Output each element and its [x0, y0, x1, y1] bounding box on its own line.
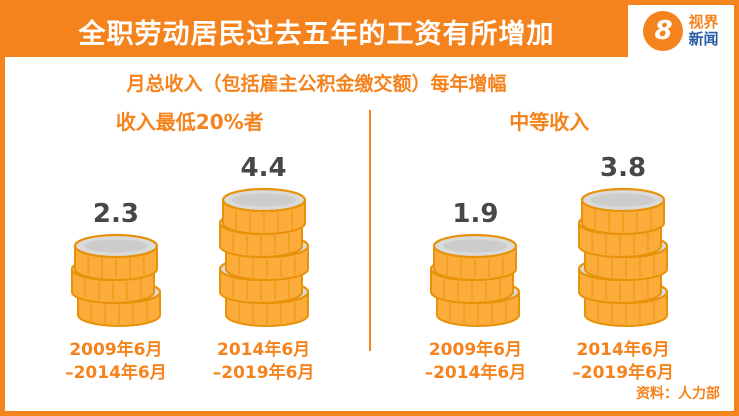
logo-number: 8: [654, 16, 673, 46]
period-label: 2014年6月 –2019年6月: [213, 339, 315, 385]
period-line: –2019年6月: [212, 363, 315, 384]
logo-8-icon: 8: [643, 11, 684, 51]
coin-stack-icon: [217, 186, 311, 329]
logo-line2: 新闻: [688, 30, 719, 48]
chart-subtitle: 月总收入（包括雇主公积金缴交额）每年增幅: [126, 73, 507, 95]
period-line: 2009年6月: [428, 340, 522, 361]
coin-group: 3.8 2014年6月 –2019年6月: [572, 153, 674, 385]
panel-lowest-20-groups: 2.3 2009年6月 –2014年6月 4.4 2014年6月 –2019年6…: [11, 139, 369, 385]
period-line: 2014年6月: [576, 340, 670, 361]
period-line: 2014年6月: [217, 340, 311, 361]
panel-median-income: 中等收入 1.9 2009年6月 –2014年6月 3.8 2014年6月 –2…: [371, 98, 729, 385]
chart-panels: 收入最低20%者 2.3 2009年6月 –2014年6月 4.4 2014年6…: [5, 98, 734, 385]
period-line: –2014年6月: [65, 363, 167, 384]
coin-stack-icon: [69, 232, 163, 329]
logo-text: 视界 新闻: [688, 12, 719, 49]
period-line: –2014年6月: [424, 363, 527, 384]
page-title: 全职劳动居民过去五年的工资有所增加: [78, 18, 555, 50]
panel-median-income-title: 中等收入: [509, 110, 590, 134]
value-label: 3.8: [600, 153, 647, 184]
period-label: 2009年6月 –2014年6月: [425, 339, 527, 385]
channel-logo: 8 视界 新闻: [628, 5, 734, 57]
coin-stack-icon: [576, 186, 670, 329]
panel-lowest-20-title: 收入最低20%者: [115, 110, 264, 134]
coin-stack-icon: [428, 232, 522, 329]
coin-group: 2.3 2009年6月 –2014年6月: [65, 199, 167, 385]
value-label: 2.3: [92, 199, 139, 230]
coin-group: 4.4 2014年6月 –2019年6月: [213, 153, 315, 385]
period-label: 2009年6月 –2014年6月: [65, 339, 167, 385]
title-banner: 全职劳动居民过去五年的工资有所增加: [5, 5, 628, 57]
value-label: 4.4: [240, 153, 287, 184]
period-line: 2009年6月: [69, 340, 163, 361]
panel-median-income-groups: 1.9 2009年6月 –2014年6月 3.8 2014年6月 –2019年6…: [371, 139, 729, 385]
period-line: –2019年6月: [572, 363, 674, 384]
period-label: 2014年6月 –2019年6月: [572, 339, 674, 385]
panel-lowest-20: 收入最低20%者 2.3 2009年6月 –2014年6月 4.4 2014年6…: [11, 98, 369, 385]
source-note: 资料：人力部: [636, 386, 720, 402]
header-bar: 全职劳动居民过去五年的工资有所增加 8 视界 新闻: [5, 5, 734, 57]
coin-group: 1.9 2009年6月 –2014年6月: [425, 199, 527, 385]
logo-line1: 视界: [688, 12, 719, 31]
value-label: 1.9: [452, 199, 499, 230]
panel-divider: [368, 110, 371, 351]
